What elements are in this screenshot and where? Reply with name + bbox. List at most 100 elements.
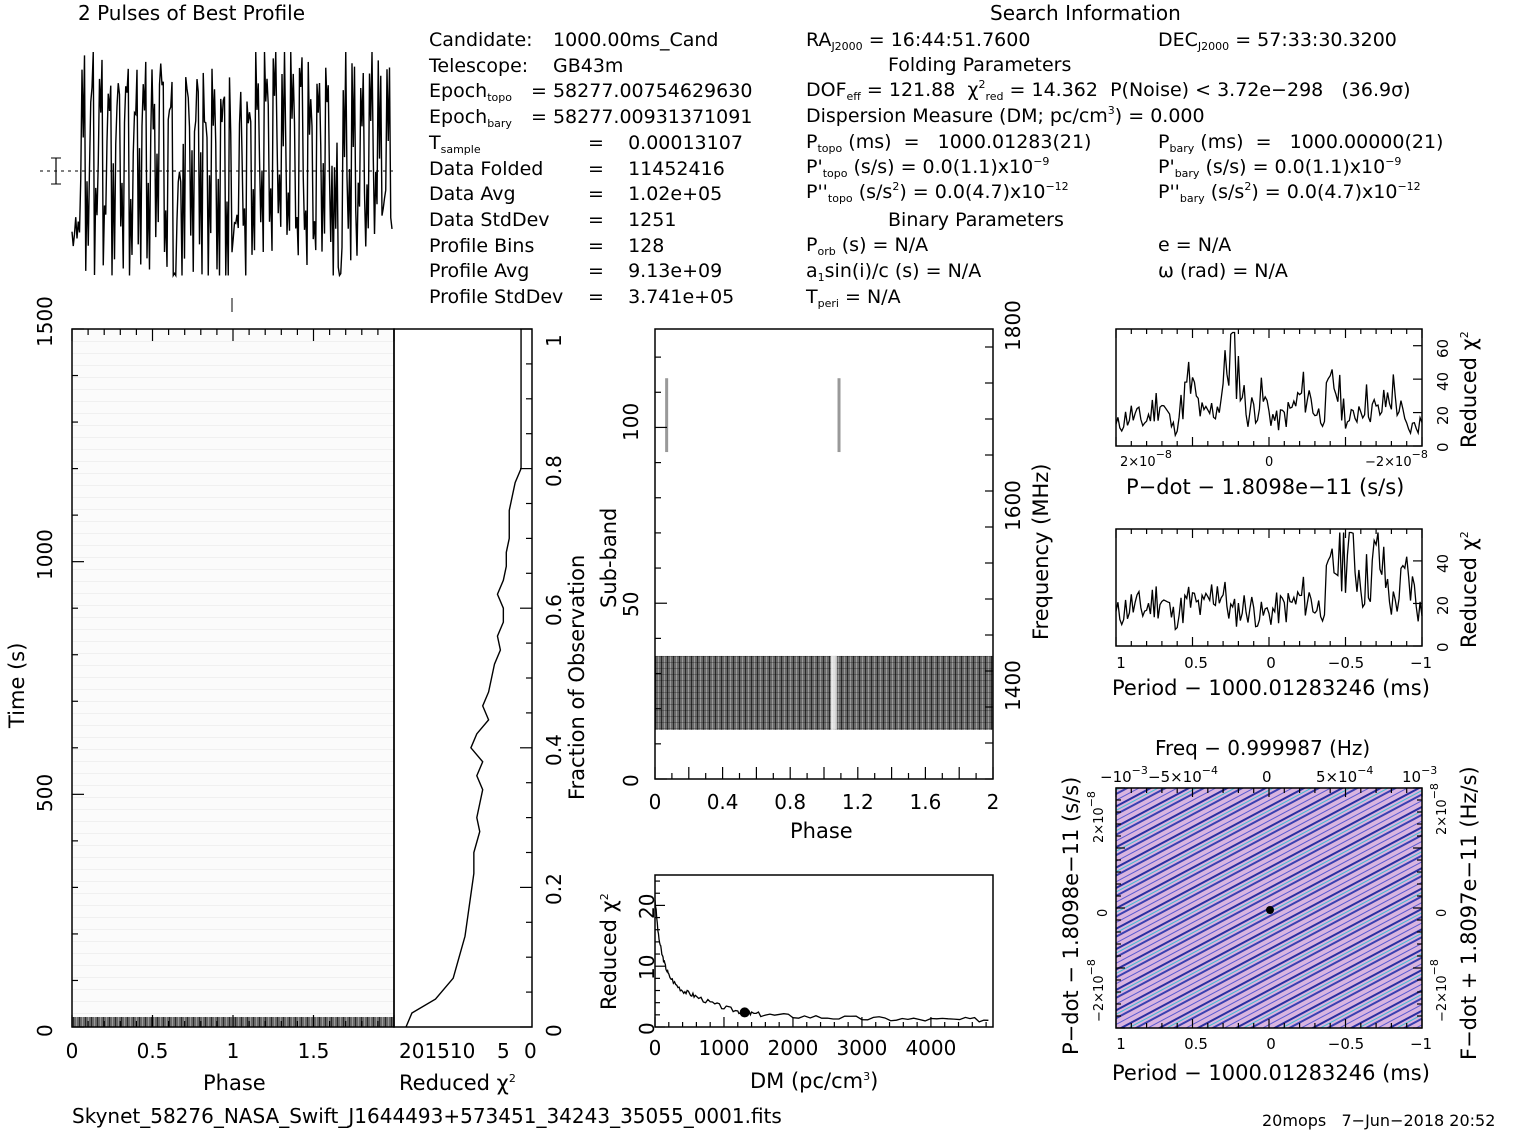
pdot-period-xlabel: Period − 1000.01283246 (ms): [1112, 1061, 1430, 1085]
profile-line: [71, 51, 393, 278]
subband-xtick-label: 1.2: [841, 790, 874, 814]
pbary-line: Pbary (ms) = 1000.00000(21): [1158, 131, 1444, 155]
asini-line: a1sin(i)/c (s) = N/A: [806, 260, 982, 284]
candidate-label: Epochtopo: [429, 80, 512, 105]
pdbary-line: P'bary (s/s) = 0.0(1.1)x10−9: [1158, 155, 1402, 180]
candidate-label: Data Avg: [429, 183, 516, 206]
subband-ylabel: Sub-band: [597, 507, 621, 608]
chi2-dm-ytick-label: 20: [635, 893, 659, 920]
pdot-period-y2tick-label: 2×10−8: [1428, 783, 1450, 835]
pdot-period-toptick-label: 10−3: [1402, 764, 1438, 786]
subband-ytick-label: 50: [619, 591, 643, 618]
chi2-dm-best-marker: [739, 1007, 750, 1018]
subband-xlabel: Phase: [790, 819, 853, 843]
time-phase-heatmap: [72, 329, 394, 1027]
chi2-pdot-frame: [1115, 328, 1423, 447]
candidate-label: Telescope:: [429, 54, 529, 77]
pdot-period-toptick-label: −10−3: [1100, 764, 1148, 786]
candidate-label: Profile Avg: [429, 260, 530, 283]
chi2-period-xtick-label: 1: [1116, 654, 1126, 672]
chi2-period-line: [1115, 531, 1423, 631]
pdot-period-best-marker: [1266, 906, 1274, 914]
pdot-period-ytick-label: 0: [1096, 908, 1111, 917]
pdot-period-y2label: F−dot + 1.8097e−11 (Hz/s): [1457, 766, 1481, 1060]
pddbary-line: P''bary (s/s2) = 0.0(4.7)x10−12: [1158, 180, 1421, 205]
time-phase-ytick-label: 1500: [33, 296, 57, 347]
pdot-period-toptick-label: 5×10−4: [1316, 764, 1374, 786]
chi2-time-ytick-label: 1: [542, 334, 566, 347]
time-phase-xtick-label: 1: [226, 1039, 240, 1063]
chi2-dm-xtick-label: 0: [648, 1036, 662, 1060]
chi2-dm-frame: [654, 874, 994, 1028]
chi2-period-xtick-label: −1: [1409, 654, 1433, 672]
chi2-dm-xtick-label: 4000: [905, 1036, 957, 1060]
chi2-time-ytick-label: 0.4: [542, 733, 566, 766]
chi2-time-xtick-label: 5: [497, 1039, 510, 1063]
chi2-period-xtick-label: 0: [1266, 654, 1276, 672]
time-phase-xtick-label: 0: [65, 1039, 79, 1063]
chi2-period-frame: [1115, 528, 1423, 647]
time-phase-ytick-label: 1000: [33, 528, 57, 580]
pdot-period-ylabel: P−dot − 1.8098e−11 (s/s): [1059, 776, 1083, 1055]
subband-pulse-2: [837, 378, 841, 453]
subband-y2label: Frequency (MHz): [1029, 463, 1053, 640]
pdot-period-toptick-label: −5×10−4: [1148, 764, 1218, 786]
chi2-pdot-xtick-label: −2×10−8: [1365, 448, 1428, 470]
candidate-value: GB43m: [553, 54, 624, 77]
pdot-period-title: Freq − 0.999987 (Hz): [1155, 736, 1371, 760]
subband-y2tick-label: 1400: [1001, 660, 1025, 711]
chi2-dm-xlabel: DM (pc/cm3): [750, 1069, 879, 1093]
ra-line: RAJ2000 = 16:44:51.7600: [806, 29, 1031, 53]
subband-y2tick-label: 1800: [1001, 300, 1025, 351]
candidate-value: = 0.00013107: [588, 131, 743, 154]
chi2-dm-xtick-label: 2000: [767, 1036, 819, 1060]
chi2-dm-ylabel: Reduced χ2: [597, 893, 621, 1010]
pdot-period-ytick-label: −2×10−8: [1085, 959, 1107, 1022]
chi2-pdot-xlabel: P−dot − 1.8098e−11 (s/s): [1126, 475, 1405, 499]
time-phase-ytick-label: 500: [33, 774, 57, 813]
chi2-time-frame: [393, 328, 533, 1028]
footer-filename: Skynet_58276_NASA_Swift_J1644493+573451_…: [72, 1104, 782, 1128]
tperi-line: Tperi = N/A: [806, 286, 901, 310]
subband-xtick-label: 0.8: [774, 790, 807, 814]
search-title: Search Information: [990, 1, 1181, 25]
subband-xtick-label: 1.6: [909, 790, 942, 814]
candidate-label: Data Folded: [429, 157, 544, 180]
chi2-time-xtick-label: 201510: [399, 1039, 476, 1063]
chi2-pdot-ytick-label: 40: [1434, 372, 1452, 392]
candidate-value: = 58277.00754629630: [531, 80, 753, 103]
pdtopo-line: P'topo (s/s) = 0.0(1.1)x10−9: [806, 155, 1050, 180]
chi2-period-xtick-label: 0.5: [1184, 654, 1208, 672]
pulses-title: 2 Pulses of Best Profile: [78, 1, 305, 25]
pdot-period-ytick-label: 2×10−8: [1085, 791, 1107, 843]
pdot-period-y2tick-label: 0: [1435, 908, 1450, 917]
chi2-dm-line: [654, 900, 989, 1023]
candidate-value: = 1251: [588, 208, 677, 231]
subband-pulse-1: [665, 378, 669, 453]
profile-plot: [40, 51, 395, 312]
chi2-period-ytick-label: 40: [1434, 553, 1452, 573]
chi2-dm-ytick-label: 10: [635, 954, 659, 981]
subband-xtick-label: 2: [986, 790, 1000, 814]
candidate-label: Candidate:: [429, 29, 533, 51]
pdot-period-y2tick-label: −2×10−8: [1428, 959, 1450, 1022]
candidate-label: Profile StdDev: [429, 286, 564, 308]
pddtopo-line: P''topo (s/s2) = 0.0(4.7)x10−12: [806, 180, 1069, 205]
pdot-period-xtick-label: 1: [1116, 1035, 1126, 1053]
subband-ytick-label: 100: [619, 403, 643, 442]
dof-line: DOFeff = 121.88 χ2red = 14.362 P(Noise) …: [806, 78, 1411, 103]
candidate-value: = 1.02e+05: [588, 183, 723, 206]
chi2-pdot-xtick-label: 2×10−8: [1120, 448, 1172, 470]
candidate-value: = 9.13e+09: [588, 260, 723, 283]
candidate-value: = 11452416: [588, 157, 725, 180]
time-phase-ylabel: Time (s): [5, 642, 29, 728]
footer-stamp: 20mops 7−Jun−2018 20:52: [1262, 1111, 1496, 1130]
pdot-period-xtick-label: −1: [1409, 1035, 1433, 1053]
chi2-period-ytick-label: 0: [1434, 642, 1452, 652]
chi2-time-ytick-label: 0.8: [542, 454, 566, 487]
binary-title: Binary Parameters: [888, 209, 1064, 231]
chi2-time-ytick-label: 0.2: [542, 873, 566, 906]
dm-line: Dispersion Measure (DM; pc/cm3) = 0.000: [806, 104, 1205, 127]
chi2-pdot-ytick-label: 20: [1434, 405, 1452, 425]
